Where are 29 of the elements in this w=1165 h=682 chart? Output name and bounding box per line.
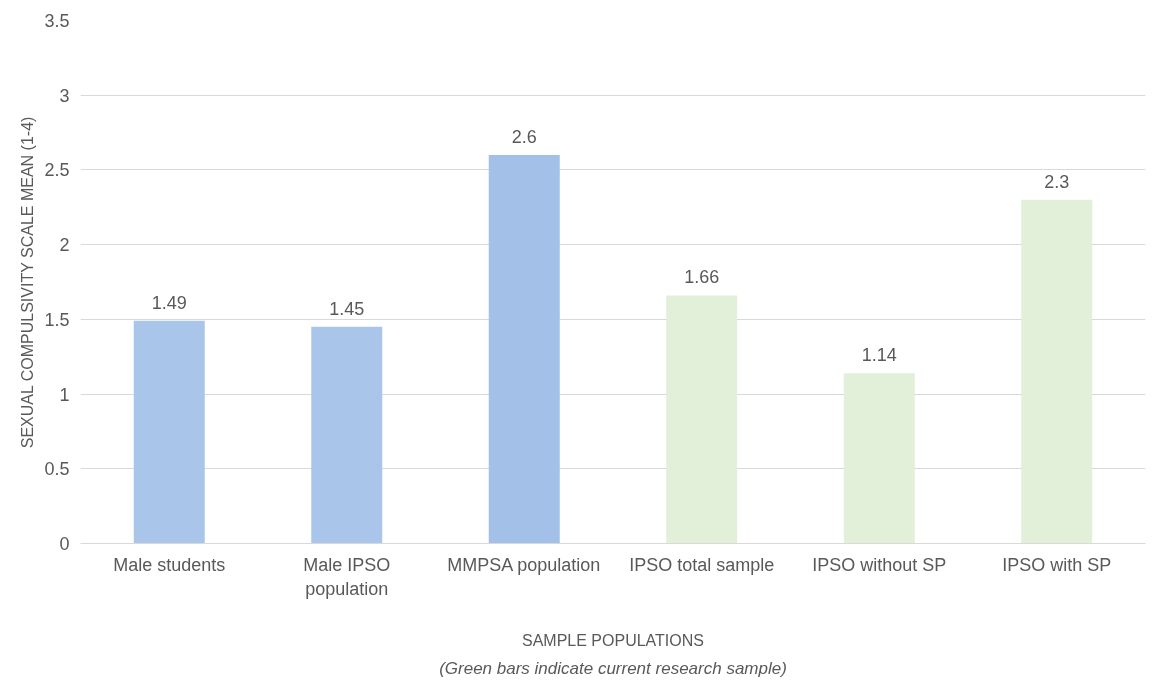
bar: [843, 373, 915, 544]
data-label: 1.49: [151, 292, 187, 313]
bar: [666, 295, 738, 544]
y-tick-label: 1.5: [44, 309, 70, 330]
y-tick-label: 0.5: [44, 459, 70, 480]
x-tick-label: IPSO total sample: [629, 554, 775, 575]
data-label: 2.6: [511, 126, 537, 147]
data-label: 1.45: [329, 298, 365, 319]
data-label: 1.14: [861, 345, 897, 366]
bar: [133, 320, 205, 544]
y-tick-label: 3.5: [44, 11, 70, 31]
y-tick-label: 1: [59, 384, 70, 405]
x-tick-label: Male IPSO population: [303, 554, 391, 599]
bar: [1021, 199, 1093, 544]
bar: [311, 326, 383, 544]
text: (Green bars indicate current research sample): [439, 658, 787, 678]
x-axis-title: SAMPLE POPULATIONS: [522, 631, 704, 649]
y-tick-label: 3: [59, 85, 70, 106]
y-tick-label: 2.5: [44, 160, 70, 181]
x-tick-label: IPSO without SP: [812, 554, 947, 575]
data-label: 1.66: [684, 267, 720, 288]
x-tick-label: MMPSA population: [447, 554, 601, 575]
bar: [488, 154, 560, 544]
y-axis-title: SEXUAL COMPULSIVITY SCALE MEAN (1-4): [19, 116, 37, 449]
data-label: 2.3: [1044, 171, 1070, 192]
y-tick-label: 0: [59, 534, 70, 554]
y-tick-label: 2: [59, 235, 70, 256]
x-tick-label: IPSO with SP: [1002, 554, 1112, 575]
x-tick-label: Male students: [113, 554, 226, 575]
